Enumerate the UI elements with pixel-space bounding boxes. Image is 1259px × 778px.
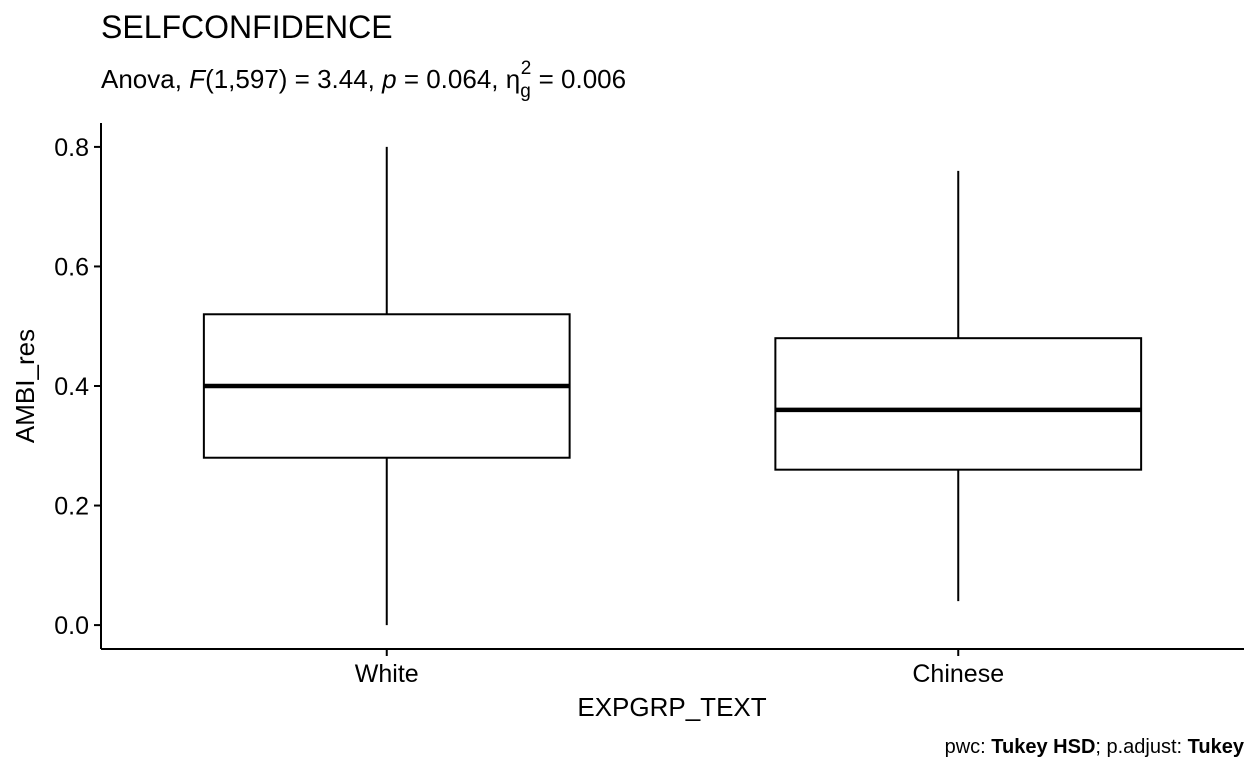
chart-subtitle: Anova, F(1,597) = 3.44, p = 0.064, ηg2 =… <box>101 58 626 102</box>
subtitle-p-value: = 0.064, <box>397 64 506 94</box>
y-tick-label: 0.8 <box>54 134 89 162</box>
x-axis-title: EXPGRP_TEXT <box>577 692 766 722</box>
caption-pwc-label: pwc: <box>945 736 992 758</box>
caption-sep: ; p.adjust: <box>1095 736 1187 758</box>
caption: pwc: Tukey HSD; p.adjust: Tukey <box>945 736 1245 758</box>
y-tick-label: 0.4 <box>54 373 89 401</box>
y-tick-label: 0.6 <box>54 253 89 281</box>
subtitle-prefix: Anova, <box>101 64 189 94</box>
subtitle-df: (1,597) = 3.44, <box>205 64 382 94</box>
subtitle-eta-value: = 0.006 <box>531 64 626 94</box>
subtitle-eta: η <box>506 64 520 94</box>
x-tick-label: White <box>355 660 419 688</box>
subtitle-eta-sub: g <box>520 81 531 102</box>
y-tick-label: 0.2 <box>54 493 89 521</box>
chart-title: SELFCONFIDENCE <box>101 9 393 45</box>
y-axis-title: AMBI_res <box>10 329 40 443</box>
caption-adjust-value: Tukey <box>1188 736 1245 758</box>
box <box>774 337 1143 471</box>
plot-area: 0.0 0.2 0.4 0.6 0.8 White Chinese <box>54 123 1244 688</box>
caption-pwc-value: Tukey HSD <box>991 736 1095 758</box>
y-tick-label: 0.0 <box>54 612 89 640</box>
subtitle-stat: F <box>189 64 207 94</box>
subtitle-eta-sup: 2 <box>521 58 532 79</box>
subtitle-p-symbol: p <box>381 64 396 94</box>
x-tick-label: Chinese <box>912 660 1004 688</box>
